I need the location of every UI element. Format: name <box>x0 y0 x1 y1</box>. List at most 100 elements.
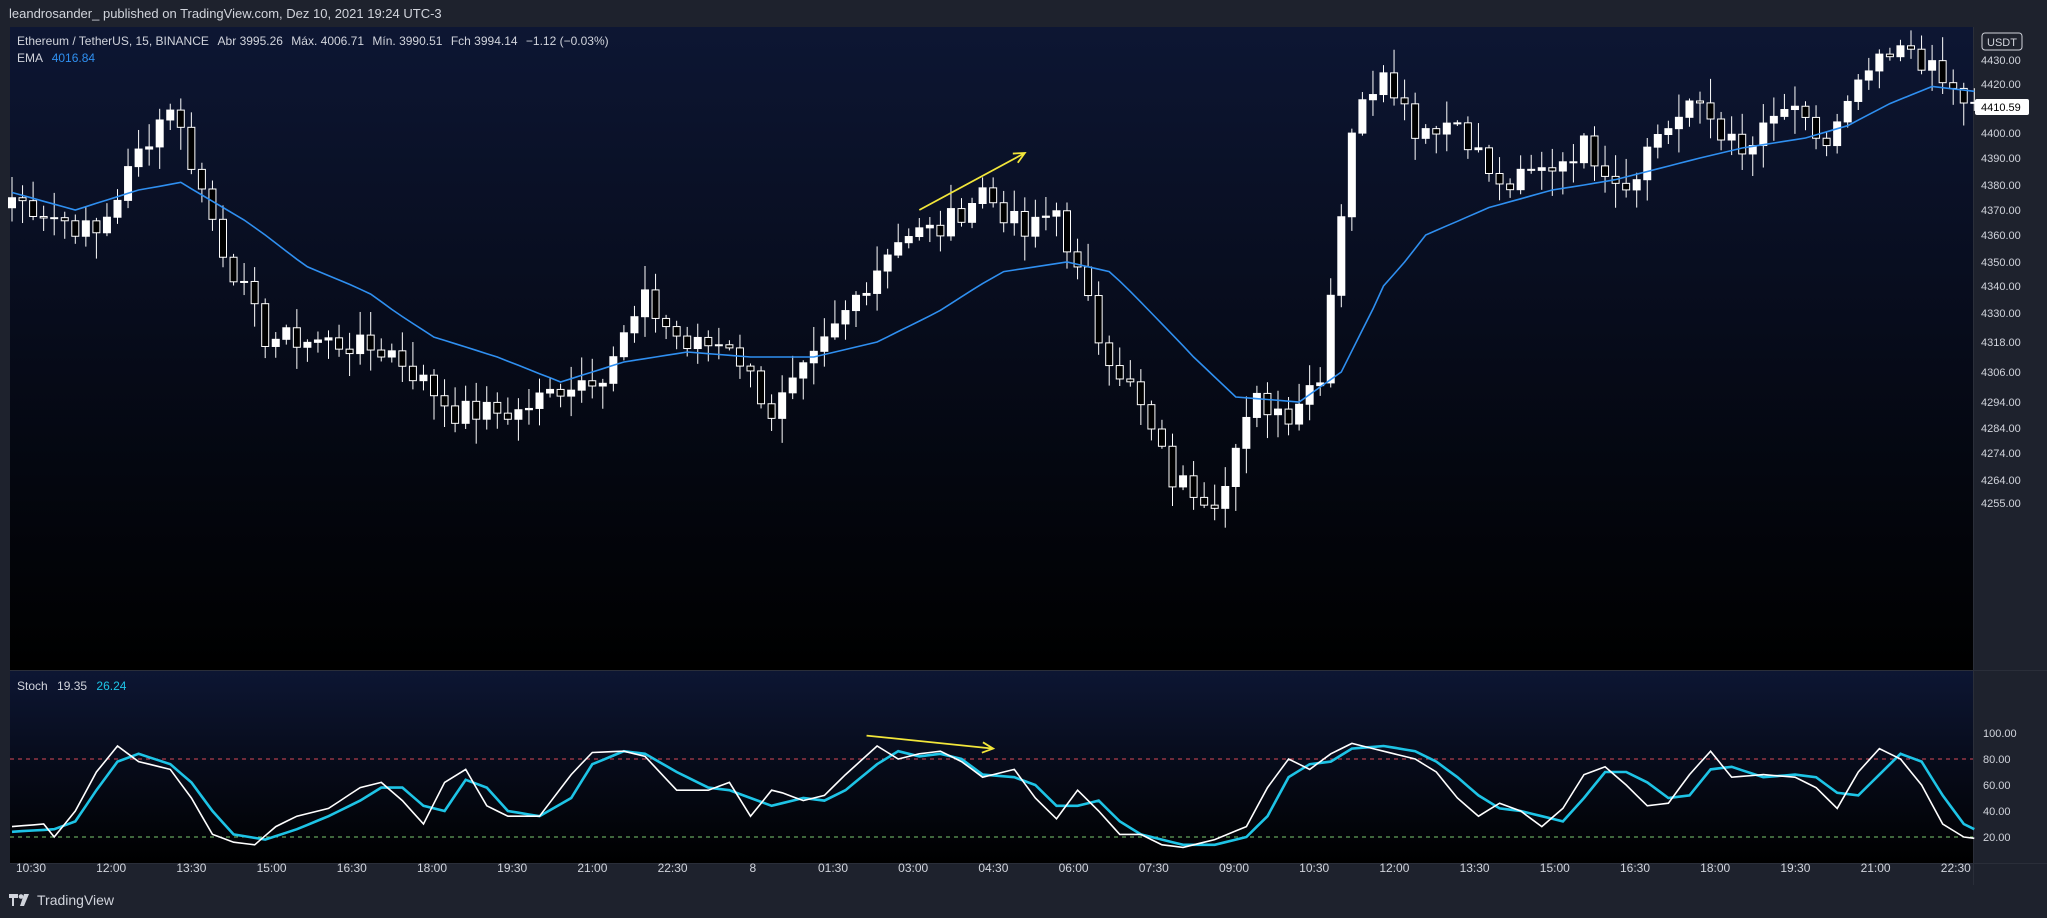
stoch-legend: Stoch 19.35 26.24 <box>17 679 127 693</box>
price-arrow-head <box>1012 152 1027 164</box>
candle-body <box>313 339 322 343</box>
stoch-arrow-head <box>981 741 996 754</box>
candle-body <box>1812 116 1821 139</box>
candle-body <box>662 317 671 328</box>
candle-body <box>1263 392 1272 416</box>
candle-body <box>1295 403 1304 425</box>
candle-body <box>1073 251 1082 268</box>
time-tick-label: 19:30 <box>497 861 527 875</box>
time-tick-label: 10:30 <box>1299 861 1329 875</box>
candle-body <box>324 337 333 341</box>
stoch-d-line <box>11 744 1975 847</box>
candle-body <box>1010 210 1019 224</box>
time-tick-label: 04:30 <box>978 861 1008 875</box>
candle-body <box>50 217 59 220</box>
candle-body <box>1833 121 1842 147</box>
candle-body <box>1221 485 1230 509</box>
candle-body <box>1643 146 1652 181</box>
candle-body <box>1094 295 1103 344</box>
candle-body <box>883 254 892 272</box>
candle-body <box>1622 182 1631 191</box>
candle-body <box>683 335 692 350</box>
candle-body <box>1854 79 1863 102</box>
candle-body <box>1653 134 1662 148</box>
candle-body <box>1442 122 1451 135</box>
stoch-bands <box>10 758 1973 838</box>
time-tick-label: 13:30 <box>176 861 206 875</box>
price-tick-label: 4430.00 <box>1981 55 2021 67</box>
low-value: 3990.51 <box>399 34 443 48</box>
stoch-tick-label: 100.00 <box>1983 728 2017 740</box>
candle-body <box>387 350 396 358</box>
candle-body <box>704 336 713 347</box>
candle-body <box>1569 161 1578 164</box>
price-tick-label: 4350.00 <box>1981 257 2021 269</box>
candle-body <box>1706 102 1715 120</box>
candle-body <box>1400 97 1409 105</box>
change-value: −1.12 (−0.03%) <box>526 34 609 48</box>
high-value: 4006.71 <box>321 34 365 48</box>
stoch-tick-label: 20.00 <box>1983 832 2011 844</box>
candle-body <box>1506 183 1515 191</box>
candle-body <box>630 316 639 334</box>
tradingview-logo[interactable]: TradingView <box>9 892 114 908</box>
svg-text:EMA 4016.84: EMA 4016.84 <box>17 51 95 65</box>
time-tick-label: 12:00 <box>1379 861 1409 875</box>
candle-body <box>1495 172 1504 185</box>
candle-body <box>1579 135 1588 164</box>
stoch-axis: 100.00 80.00 60.00 40.00 20.00 <box>1983 728 2017 844</box>
candle-body <box>461 400 470 424</box>
candle-body <box>240 280 249 283</box>
chart-area[interactable]: 4430.00 4420.00 4400.00 4390.00 4380.00 4370.… <box>0 27 2047 885</box>
time-tick-label: 13:30 <box>1460 861 1490 875</box>
time-tick-label: 19:30 <box>1780 861 1810 875</box>
time-tick-label: 16:30 <box>1620 861 1650 875</box>
candle-body <box>830 323 839 338</box>
candle-body <box>1664 128 1673 136</box>
time-tick-label: 21:00 <box>1861 861 1891 875</box>
price-tick-label: 4370.00 <box>1981 205 2021 217</box>
candle-body <box>1210 504 1219 509</box>
candle-body <box>1231 447 1240 487</box>
candle-body <box>1959 87 1968 104</box>
time-tick-label: 15:00 <box>1540 861 1570 875</box>
candle-body <box>1875 53 1884 72</box>
candle-body <box>1527 168 1536 171</box>
candle-body <box>546 388 555 394</box>
candle-body <box>1390 72 1399 99</box>
time-tick-label: 22:30 <box>658 861 688 875</box>
time-axis[interactable]: 10:30 12:00 13:30 15:00 16:30 18:00 19:30 21:00… <box>16 861 1971 875</box>
candle-body <box>1084 266 1093 297</box>
candle-body <box>588 380 597 387</box>
candle-body <box>271 338 280 347</box>
candle-body <box>81 220 90 237</box>
candle-body <box>1052 210 1061 217</box>
candle-body <box>1347 132 1356 218</box>
candle-body <box>377 349 386 358</box>
candle-body <box>1115 365 1124 380</box>
candle-body <box>155 119 164 148</box>
candle-body <box>1885 53 1894 58</box>
candle-body <box>1179 475 1188 488</box>
time-tick-label: 09:00 <box>1219 861 1249 875</box>
time-tick-label: 03:00 <box>898 861 928 875</box>
price-tick-label: 4255.00 <box>1981 498 2021 510</box>
candle-body <box>957 208 966 223</box>
footer-bar: TradingView <box>0 885 2047 918</box>
candle-body <box>514 409 523 420</box>
candle-body <box>778 392 787 419</box>
candle-body <box>915 227 924 238</box>
price-tick-label: 4294.00 <box>1981 397 2021 409</box>
candle-body <box>1548 167 1557 172</box>
currency-badge[interactable]: USDT <box>1981 32 2023 51</box>
candle-body <box>1274 408 1282 416</box>
candle-body <box>1200 496 1209 506</box>
candle-body <box>1727 133 1736 141</box>
candle-body <box>176 109 185 128</box>
close-value: 3994.14 <box>474 34 518 48</box>
candle-body <box>1432 128 1441 135</box>
candle-body <box>1242 416 1251 449</box>
tradingview-icon <box>9 894 29 906</box>
candle-body <box>894 242 903 256</box>
candle-body <box>219 218 227 258</box>
